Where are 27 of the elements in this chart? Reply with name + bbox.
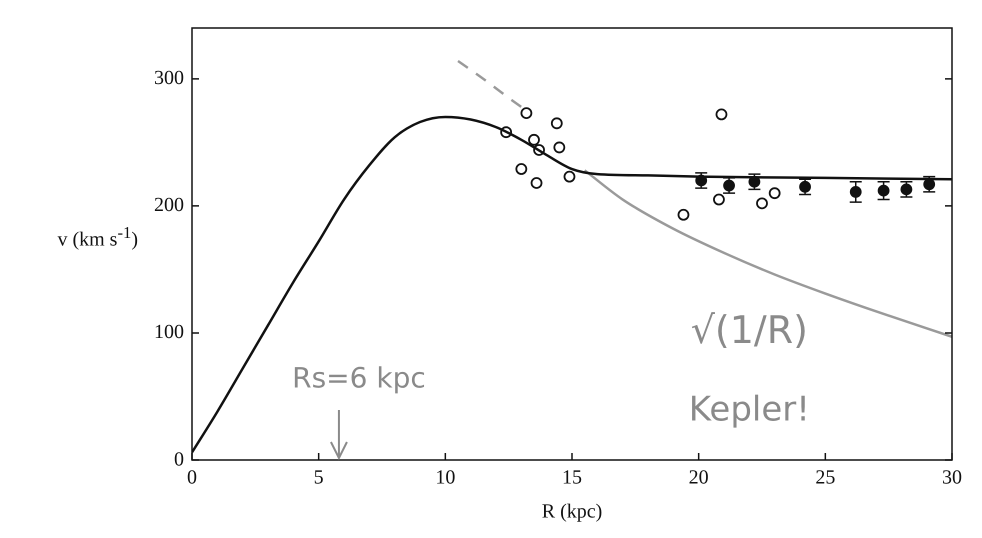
point bbox=[550, 117, 563, 130]
point bbox=[528, 134, 540, 146]
annotation: Kepler! bbox=[688, 390, 810, 430]
point bbox=[713, 194, 725, 206]
annotation: Rs=6 kpc bbox=[292, 361, 426, 394]
x-tick-label: 20 bbox=[688, 466, 709, 488]
point bbox=[553, 142, 566, 154]
y-tick-label: 300 bbox=[154, 67, 184, 90]
x-axis-title: R (kpc) bbox=[542, 500, 602, 522]
annotation: √(1/R) bbox=[690, 308, 808, 352]
point bbox=[678, 208, 690, 221]
point bbox=[564, 170, 576, 183]
y-axis-title: v (km s$^{-1}$) bbox=[56, 223, 138, 252]
x-tick-label: 15 bbox=[562, 466, 582, 488]
point bbox=[515, 163, 528, 175]
point bbox=[716, 108, 728, 120]
point bbox=[520, 107, 532, 120]
x-tick-label: 5 bbox=[314, 466, 324, 488]
y-tick-label: 100 bbox=[154, 321, 184, 344]
x-tick-label: 25 bbox=[815, 466, 836, 488]
point bbox=[530, 177, 542, 189]
y-tick-label: 0 bbox=[174, 448, 184, 470]
point bbox=[768, 187, 781, 200]
point bbox=[756, 197, 768, 210]
y-tick-label: 200 bbox=[154, 194, 184, 216]
x-tick-label: 30 bbox=[942, 466, 962, 488]
x-tick-label: 10 bbox=[435, 466, 456, 488]
